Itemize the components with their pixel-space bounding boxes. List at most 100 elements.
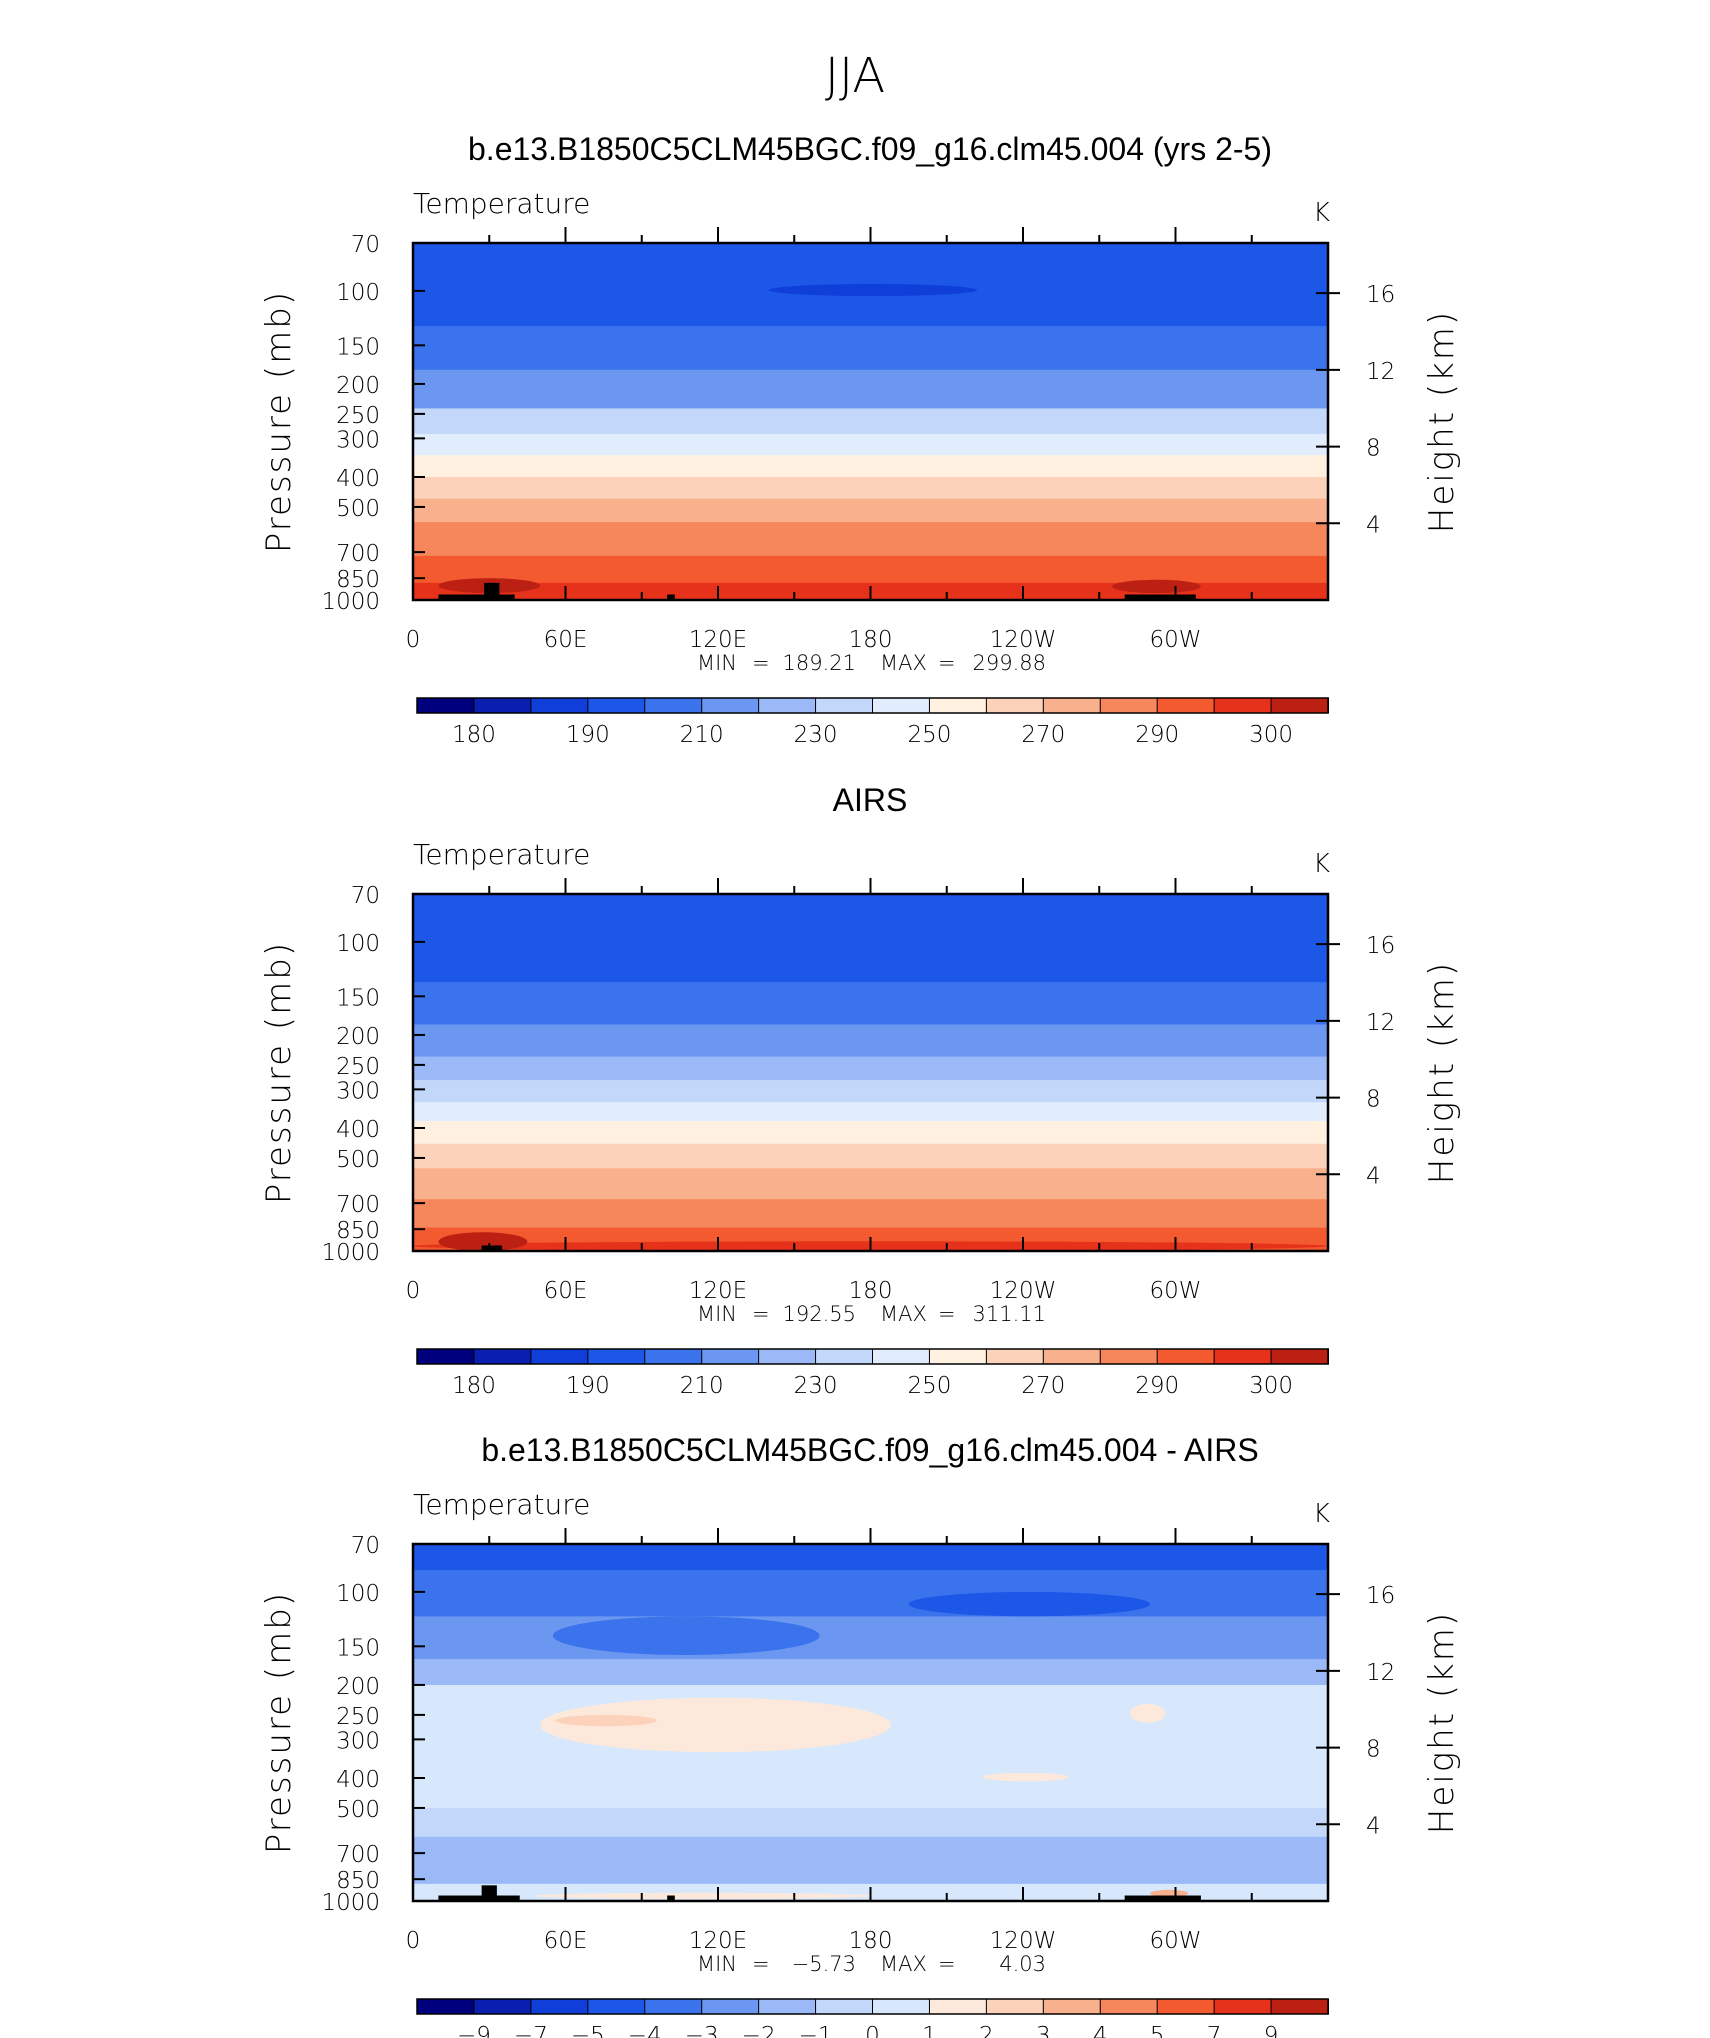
contour-band bbox=[413, 1836, 1328, 1885]
contour-band bbox=[413, 1024, 1328, 1058]
y-right-tick-label: 8 bbox=[1366, 1737, 1381, 1763]
colorbar-box bbox=[473, 697, 532, 714]
y-tick-label: 850 bbox=[336, 1218, 380, 1244]
colorbar-box bbox=[644, 1998, 703, 2015]
y-tick-label: 200 bbox=[336, 373, 380, 399]
x-tick-label: 60W bbox=[1149, 1928, 1201, 1954]
contour-band bbox=[413, 1121, 1328, 1145]
topography-mask bbox=[438, 1895, 520, 1901]
colorbar: 180 190 210 230 250 270 290 300 bbox=[416, 1348, 1329, 1399]
colorbar-label: −2 bbox=[742, 2023, 776, 2038]
colorbar-box bbox=[530, 1348, 589, 1365]
units-label: K bbox=[1313, 198, 1330, 228]
y-right-tick-label: 4 bbox=[1366, 1163, 1381, 1189]
colorbar-box bbox=[985, 697, 1045, 714]
y-axis-label: Pressure (mb) bbox=[259, 941, 299, 1204]
colorbar-box bbox=[985, 1998, 1045, 2015]
y-tick-label: 400 bbox=[336, 1117, 380, 1143]
colorbar-box bbox=[416, 697, 475, 714]
x-tick-label: 180 bbox=[849, 1278, 893, 1304]
contour-band bbox=[413, 555, 1328, 584]
contour-band bbox=[413, 433, 1328, 456]
colorbar-label: 290 bbox=[1135, 722, 1179, 748]
colorbar-label: 270 bbox=[1021, 1373, 1065, 1399]
x-tick-label: 0 bbox=[406, 1278, 421, 1304]
panel-title: b.e13.B1850C5CLM45BGC.f09_g16.clm45.004 … bbox=[468, 131, 1272, 167]
colorbar-box bbox=[872, 1998, 931, 2015]
contour-feature bbox=[552, 1616, 820, 1655]
units-label: K bbox=[1313, 1499, 1330, 1529]
y-tick-label: 850 bbox=[336, 1868, 380, 1894]
topography-mask bbox=[667, 594, 675, 600]
equals-sign: = bbox=[752, 1302, 770, 1326]
x-tick-label: 180 bbox=[849, 1928, 893, 1954]
colorbar-box bbox=[928, 1348, 988, 1365]
colorbar-box bbox=[985, 1348, 1045, 1365]
colorbar-box bbox=[1099, 697, 1159, 714]
colorbar-label: 5 bbox=[1150, 2023, 1165, 2038]
x-tick-label: 0 bbox=[406, 627, 421, 653]
y-tick-label: 300 bbox=[336, 1728, 380, 1754]
min-label: MIN bbox=[697, 651, 737, 675]
units-label: K bbox=[1313, 849, 1330, 879]
colorbar-box bbox=[872, 697, 931, 714]
y-axis-label: Pressure (mb) bbox=[259, 1591, 299, 1854]
colorbar-box bbox=[416, 1348, 475, 1365]
y-right-tick-label: 12 bbox=[1366, 1660, 1395, 1686]
y-tick-label: 400 bbox=[336, 466, 380, 492]
x-tick-label: 60E bbox=[544, 1278, 588, 1304]
panel-1: b.e13.B1850C5CLM45BGC.f09_g16.clm45.004 … bbox=[259, 131, 1462, 748]
contour-band bbox=[413, 455, 1328, 478]
contour-band bbox=[413, 894, 1328, 983]
y-tick-label: 100 bbox=[336, 1581, 380, 1607]
colorbar-box bbox=[1270, 1348, 1329, 1365]
colorbar-box bbox=[701, 1348, 760, 1365]
x-tick-label: 180 bbox=[849, 627, 893, 653]
y-tick-label: 700 bbox=[336, 541, 380, 567]
left-string: Temperature bbox=[413, 1488, 590, 1521]
contour-field bbox=[413, 1544, 1328, 1901]
colorbar-label: −3 bbox=[685, 2023, 719, 2038]
contour-band bbox=[413, 326, 1328, 371]
contour-band bbox=[413, 476, 1328, 500]
colorbar-label: 9 bbox=[1264, 2023, 1279, 2038]
y-right-tick-label: 8 bbox=[1366, 1087, 1381, 1113]
colorbar-label: 290 bbox=[1135, 1373, 1179, 1399]
colorbar-label: 7 bbox=[1207, 2023, 1222, 2038]
x-tick-label: 120E bbox=[689, 1928, 747, 1954]
colorbar-box bbox=[587, 1348, 646, 1365]
contour-band bbox=[413, 408, 1328, 435]
colorbar-label: 180 bbox=[452, 722, 496, 748]
contour-band bbox=[413, 1544, 1328, 1571]
equals-sign: = bbox=[938, 1302, 956, 1326]
colorbar-label: −5 bbox=[571, 2023, 605, 2038]
min-value: 192.55 bbox=[783, 1302, 856, 1326]
y-right-axis-label: Height (km) bbox=[1422, 1611, 1462, 1834]
x-tick-label: 120W bbox=[990, 1278, 1057, 1304]
colorbar-label: 250 bbox=[907, 722, 951, 748]
contour-band bbox=[413, 498, 1328, 523]
topography-mask bbox=[484, 582, 500, 600]
contour-band bbox=[413, 522, 1328, 557]
contour-band bbox=[413, 1659, 1328, 1686]
colorbar-box bbox=[758, 1348, 817, 1365]
y-tick-label: 100 bbox=[336, 280, 380, 306]
contour-band bbox=[413, 1056, 1328, 1081]
contour-feature bbox=[555, 1714, 658, 1727]
contour-band bbox=[413, 982, 1328, 1025]
colorbar-label: 0 bbox=[865, 2023, 880, 2038]
contour-band bbox=[413, 369, 1328, 409]
contour-field bbox=[413, 894, 1328, 1251]
contour-band bbox=[413, 1807, 1328, 1838]
colorbar-box bbox=[1156, 1348, 1216, 1365]
max-value: 4.03 bbox=[999, 1952, 1046, 1976]
y-tick-label: 250 bbox=[336, 1704, 380, 1730]
colorbar-box bbox=[701, 697, 760, 714]
min-value: −5.73 bbox=[792, 1952, 856, 1976]
figure-title: JJA bbox=[825, 48, 885, 104]
colorbar-box bbox=[1042, 697, 1102, 714]
y-right-axis-label: Height (km) bbox=[1422, 961, 1462, 1184]
x-tick-label: 0 bbox=[406, 1928, 421, 1954]
contour-field bbox=[413, 243, 1328, 600]
contour-feature bbox=[1129, 1703, 1166, 1723]
